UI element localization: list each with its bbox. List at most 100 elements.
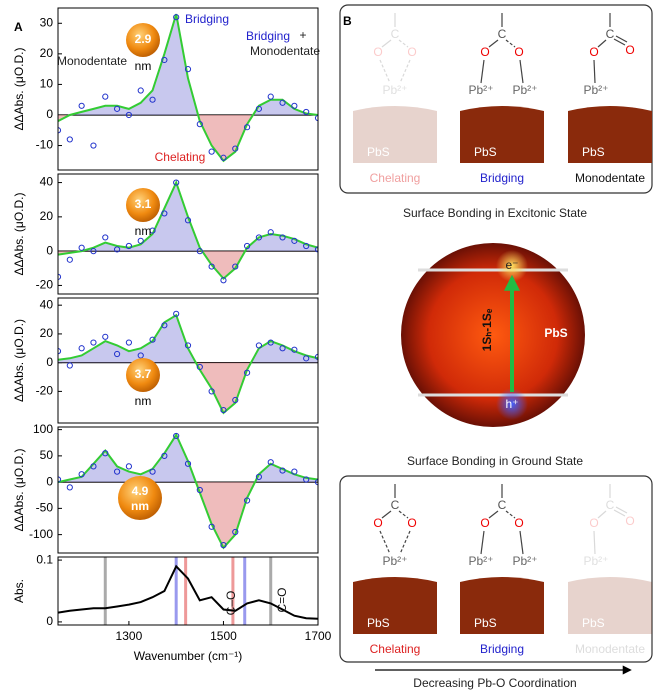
data-point [67, 257, 72, 262]
data-point [138, 88, 143, 93]
axes-frame [58, 427, 318, 553]
data-point [138, 238, 143, 243]
badge-size: 4.9 [132, 484, 149, 498]
substrate-label: PbS [582, 616, 605, 630]
caption: Surface Bonding in Excitonic State [403, 206, 587, 220]
panel-label: B [343, 14, 352, 28]
data-point [103, 235, 108, 240]
mode-label: Bridging [480, 171, 524, 185]
data-point [79, 103, 84, 108]
substrate [353, 577, 437, 634]
line [58, 315, 318, 413]
mode-label: Monodentate [575, 171, 645, 185]
bond [382, 40, 391, 47]
y-tick-label: 0 [46, 355, 53, 369]
atom-carbon: C [391, 498, 400, 512]
atom-carbon: C [391, 27, 400, 41]
data-point [91, 143, 96, 148]
atom-oxygen: O [514, 516, 523, 530]
badge-unit: nm [135, 59, 152, 73]
structure: COOPb²⁺PbS [353, 13, 437, 163]
bond [382, 511, 391, 518]
dot-label: PbS [544, 326, 567, 340]
y-tick-label: -100 [29, 527, 53, 541]
mode-label: Bridging [480, 642, 524, 656]
x-axis-label: Wavenumber (cm⁻¹) [134, 649, 243, 663]
bond [598, 40, 606, 47]
panel-label: A [14, 20, 23, 34]
bond [400, 60, 410, 83]
data-point [67, 137, 72, 142]
atom-carbon: C [606, 498, 615, 512]
data-point [209, 149, 214, 154]
data-point [268, 94, 273, 99]
substrate [353, 106, 437, 163]
area-negative [58, 435, 318, 548]
y-axis-label: ΔΔAbs. (μO.D.) [12, 319, 26, 402]
atom-oxygen: O [514, 45, 523, 59]
y-tick-label: 20 [40, 209, 54, 223]
substrate-label: PbS [367, 616, 390, 630]
atom-oxygen: O [373, 516, 382, 530]
y-tick-label: 0.1 [36, 552, 53, 566]
atom-oxygen: O [625, 43, 634, 57]
substrate [460, 106, 544, 163]
y-tick-label: -20 [36, 384, 54, 398]
caption: Surface Bonding in Ground State [407, 454, 583, 468]
atom-lead: Pb²⁺ [512, 554, 537, 568]
bond [598, 511, 606, 518]
data-point [126, 340, 131, 345]
y-axis-label: ΔΔAbs. (μO.D.) [12, 193, 26, 276]
area-positive [58, 435, 318, 548]
y-tick-label: 40 [40, 297, 54, 311]
area-positive [58, 183, 318, 279]
bond [380, 531, 390, 554]
area-positive [58, 315, 318, 413]
annotation: C–O [224, 591, 238, 616]
y-tick-label: 40 [40, 175, 54, 189]
atom-oxygen: O [589, 45, 598, 59]
annotation: Monodentate [250, 44, 320, 58]
bond [481, 531, 484, 554]
structure: COOPb²⁺Pb²⁺PbS [460, 484, 544, 634]
figure: A B -100 10 20 30 ΔΔAbs. (μO.D.) Bridging Mono… [0, 0, 656, 692]
y-tick-label: 30 [40, 15, 54, 29]
data-point [67, 363, 72, 368]
badge-unit: nm [135, 224, 152, 238]
bond [489, 40, 498, 47]
structure: COOPb²⁺PbS [568, 484, 652, 634]
bond [520, 60, 523, 83]
substrate-label: PbS [582, 145, 605, 159]
y-tick-label: -20 [36, 278, 54, 292]
badge-size: 3.7 [135, 367, 152, 381]
atom-oxygen: O [480, 516, 489, 530]
substrate-label: PbS [367, 145, 390, 159]
badge-size: 2.9 [135, 32, 152, 46]
structure: COOPb²⁺PbS [568, 13, 652, 163]
plot-area [55, 433, 320, 547]
bond [489, 511, 498, 518]
atom-oxygen: O [589, 516, 598, 530]
hole-label: h⁺ [505, 397, 518, 411]
transition-label: 1Sₕ-1Sₑ [480, 308, 494, 351]
y-axis-label: ΔΔAbs. (μO.D.) [12, 48, 26, 131]
bond [594, 60, 595, 83]
data-point [103, 94, 108, 99]
substrate [568, 106, 652, 163]
data-point [67, 485, 72, 490]
bond [380, 60, 390, 83]
bond [481, 60, 484, 83]
mode-label: Monodentate [575, 642, 645, 656]
plot-area [55, 311, 320, 413]
atom-carbon: C [606, 27, 615, 41]
atom-carbon: C [498, 27, 507, 41]
atom-lead: Pb²⁺ [583, 554, 608, 568]
annotation: Monodentate [57, 54, 127, 68]
atom-lead: Pb²⁺ [382, 83, 407, 97]
y-tick-label: 0 [46, 107, 53, 121]
y-axis-label: Abs. [12, 579, 26, 603]
badge-size: 3.1 [135, 197, 152, 211]
substrate-label: PbS [474, 616, 497, 630]
y-tick-label: 10 [40, 77, 54, 91]
